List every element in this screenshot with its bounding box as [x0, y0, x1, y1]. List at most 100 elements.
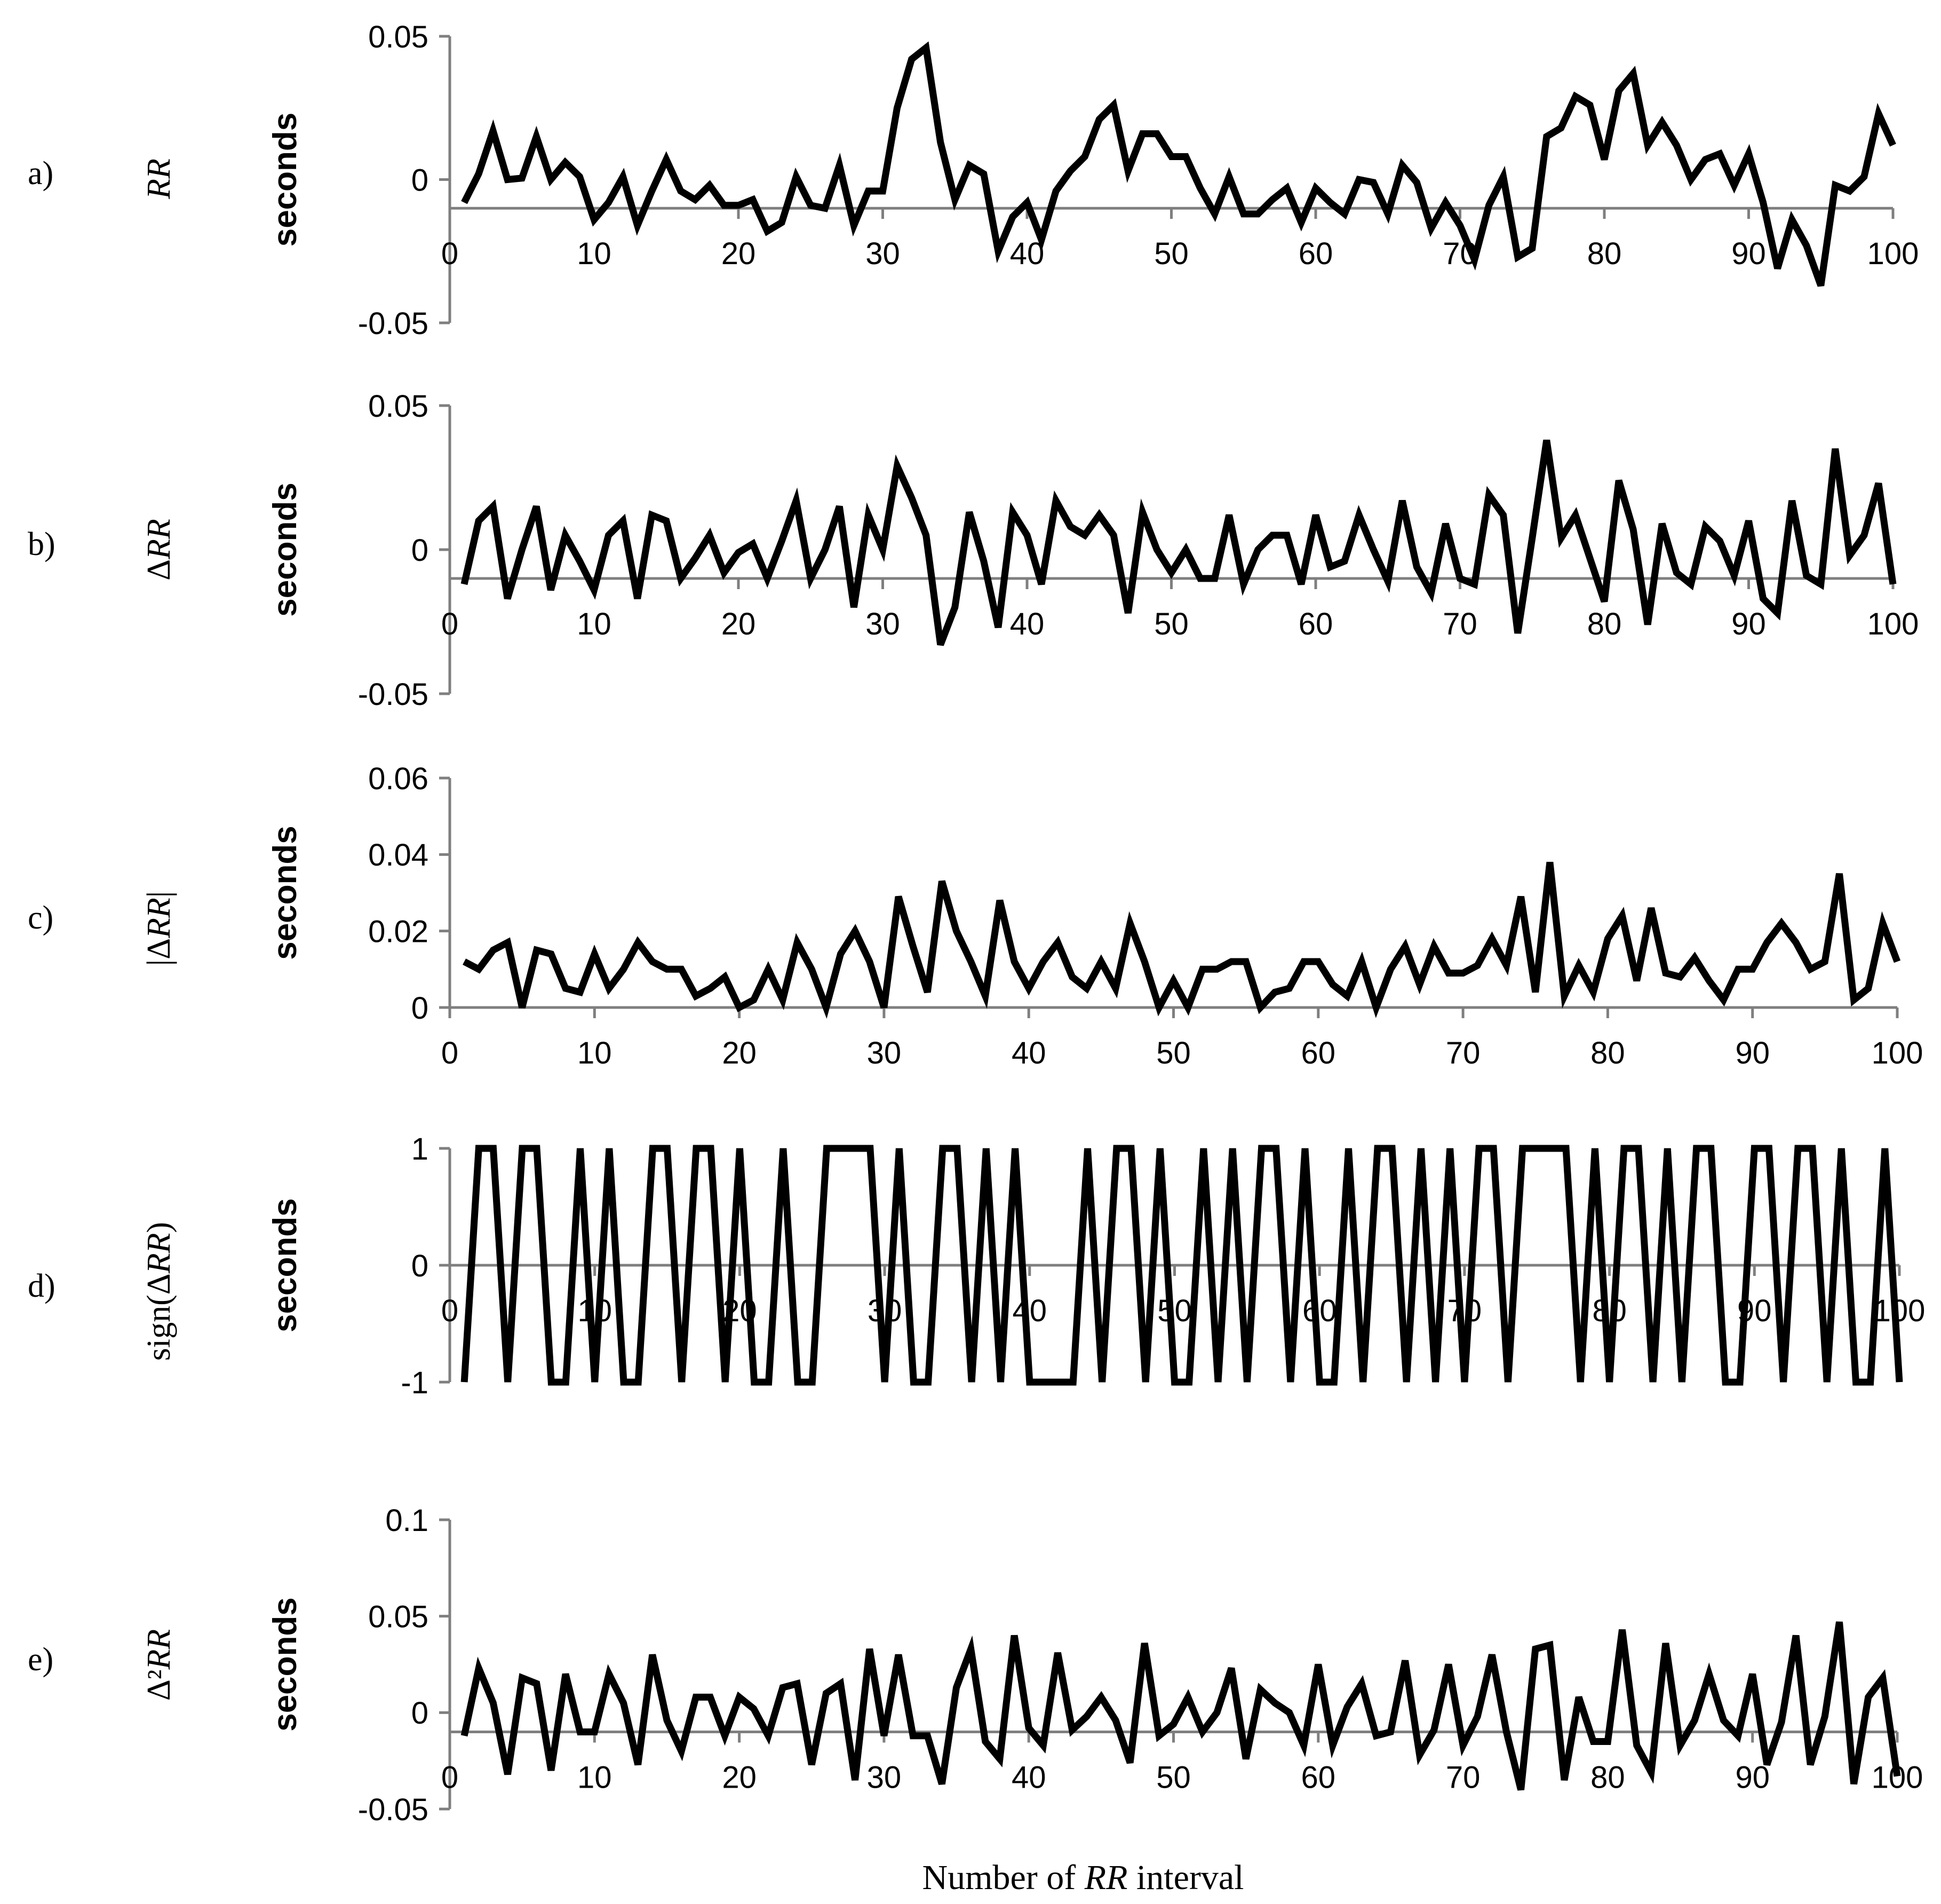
- y-tick-label: -0.05: [358, 677, 428, 712]
- y-tick-label: 0.05: [368, 1600, 428, 1635]
- x-tick-label: 70: [1447, 1294, 1482, 1328]
- x-tick-label: 40: [1010, 236, 1045, 271]
- panel-a: a) RR seconds -0.05 0 0.05 0 10 20 30 40 50 60 70 80 90…: [28, 20, 1919, 341]
- x-tick-label: 90: [1731, 607, 1766, 641]
- panel-name: RR: [141, 158, 177, 200]
- panel-e: e) Δ²RR seconds -0.05 0 0.05 0.1 0 10 20 30 40 50 60 7…: [28, 1503, 1923, 1827]
- x-tick-label: 30: [868, 1294, 902, 1328]
- panel-name-part: |Δ: [141, 938, 177, 966]
- x-axis-title: Number of RR interval: [922, 1858, 1244, 1897]
- x-tick-label: 20: [721, 607, 756, 641]
- x-axis-title-part-2: RR: [1084, 1858, 1128, 1897]
- panel-name-part: RR: [141, 1629, 177, 1670]
- x-tick-label: 90: [1735, 1036, 1770, 1070]
- x-tick-label: 30: [867, 1036, 902, 1070]
- x-tick-label: 60: [1302, 1294, 1337, 1328]
- x-tick-label: 70: [1443, 607, 1477, 641]
- y-tick-label: 0: [411, 1696, 428, 1731]
- x-tick-label: 90: [1737, 1294, 1772, 1328]
- y-tick-label: 0: [411, 1249, 428, 1283]
- y-tick-label: 0.05: [368, 20, 428, 54]
- x-tick-label: 70: [1446, 1760, 1481, 1795]
- x-tick-label: 10: [577, 1036, 612, 1070]
- panel-letter: a): [28, 155, 53, 192]
- x-tick-label: 10: [577, 1760, 612, 1795]
- panel-name-part: RR: [141, 158, 177, 200]
- panel-name: sign(ΔRR): [141, 1222, 177, 1361]
- x-tick-label: 60: [1299, 607, 1333, 641]
- y-axis-label: seconds: [267, 1198, 304, 1332]
- x-tick-label: 40: [1010, 607, 1045, 641]
- panel-name-part: ): [141, 1222, 177, 1233]
- series-line: [463, 861, 1901, 1019]
- x-tick-label: 30: [867, 1760, 902, 1795]
- series-line: [461, 41, 1896, 287]
- panel-name-part: Δ²: [141, 1670, 177, 1701]
- y-axis-label: seconds: [267, 826, 304, 960]
- x-tick-label: 100: [1874, 1294, 1926, 1328]
- x-tick-label: 100: [1867, 607, 1919, 641]
- x-tick-label: 20: [722, 1036, 757, 1070]
- series-line: [460, 1145, 1903, 1386]
- panel-name: |ΔRR|: [141, 891, 177, 966]
- x-tick-label: 70: [1446, 1036, 1481, 1070]
- x-tick-label: 80: [1590, 1036, 1625, 1070]
- x-tick-label: 10: [577, 607, 611, 641]
- series-line: [460, 1621, 1901, 1791]
- x-tick-label: 0: [441, 1036, 458, 1070]
- y-tick-label: 0: [411, 533, 428, 568]
- x-tick-label: 50: [1154, 607, 1189, 641]
- x-tick-label: 70: [1443, 236, 1477, 271]
- x-tick-label: 20: [721, 236, 756, 271]
- y-tick-label: -0.05: [358, 306, 428, 341]
- x-tick-label: 20: [722, 1760, 757, 1795]
- x-tick-label: 10: [577, 236, 611, 271]
- x-tick-label: 20: [722, 1294, 757, 1328]
- x-tick-label: 30: [865, 607, 900, 641]
- panel-name: ΔRR: [141, 519, 177, 581]
- y-tick-label: 0: [411, 163, 428, 197]
- x-tick-label: 0: [441, 1760, 458, 1795]
- x-tick-label: 60: [1299, 236, 1333, 271]
- y-tick-label: 0.06: [368, 761, 428, 796]
- x-axis-title-part-1: Number of: [922, 1858, 1085, 1897]
- x-tick-label: 80: [1590, 1760, 1625, 1795]
- panel-c: c) |ΔRR| seconds 0 0.02 0.04 0.06 0 10 20 30 40 50 60…: [28, 761, 1923, 1070]
- y-tick-label: 0.1: [385, 1503, 428, 1538]
- y-axis-label: seconds: [267, 113, 304, 247]
- x-tick-label: 80: [1592, 1294, 1627, 1328]
- panel-letter: c): [28, 900, 53, 936]
- x-tick-label: 10: [577, 1294, 612, 1328]
- panel-name: Δ²RR: [141, 1629, 177, 1701]
- x-tick-label: 100: [1872, 1760, 1923, 1795]
- x-tick-label: 90: [1731, 236, 1766, 271]
- x-tick-label: 30: [865, 236, 900, 271]
- x-axis-title-part-3: interval: [1127, 1858, 1244, 1897]
- x-tick-label: 40: [1012, 1760, 1046, 1795]
- y-tick-label: -1: [401, 1366, 428, 1400]
- y-tick-label: -0.05: [358, 1792, 428, 1827]
- x-tick-label: 80: [1587, 607, 1622, 641]
- series-line: [460, 439, 1897, 646]
- x-tick-label: 50: [1154, 236, 1189, 271]
- panel-name-part: RR: [141, 519, 177, 560]
- panel-letter: d): [28, 1268, 55, 1304]
- x-tick-label: 50: [1156, 1760, 1191, 1795]
- panel-name-part: |: [141, 891, 177, 898]
- x-tick-label: 100: [1867, 236, 1919, 271]
- x-tick-label: 90: [1735, 1760, 1770, 1795]
- panel-letter: b): [28, 526, 55, 562]
- y-tick-label: 1: [411, 1132, 428, 1167]
- x-tick-label: 40: [1012, 1036, 1046, 1070]
- x-tick-label: 100: [1872, 1036, 1923, 1070]
- y-tick-label: 0.02: [368, 915, 428, 949]
- panel-letter: e): [28, 1641, 53, 1678]
- y-axis-label: seconds: [267, 1597, 304, 1732]
- panel-b: b) ΔRR seconds -0.05 0 0.05 0 10 20 30 40 50 60 70 80 9…: [28, 389, 1919, 712]
- x-tick-label: 60: [1301, 1036, 1336, 1070]
- x-tick-label: 80: [1587, 236, 1622, 271]
- panel-name-part: sign(Δ: [141, 1273, 177, 1361]
- y-tick-label: 0: [411, 991, 428, 1026]
